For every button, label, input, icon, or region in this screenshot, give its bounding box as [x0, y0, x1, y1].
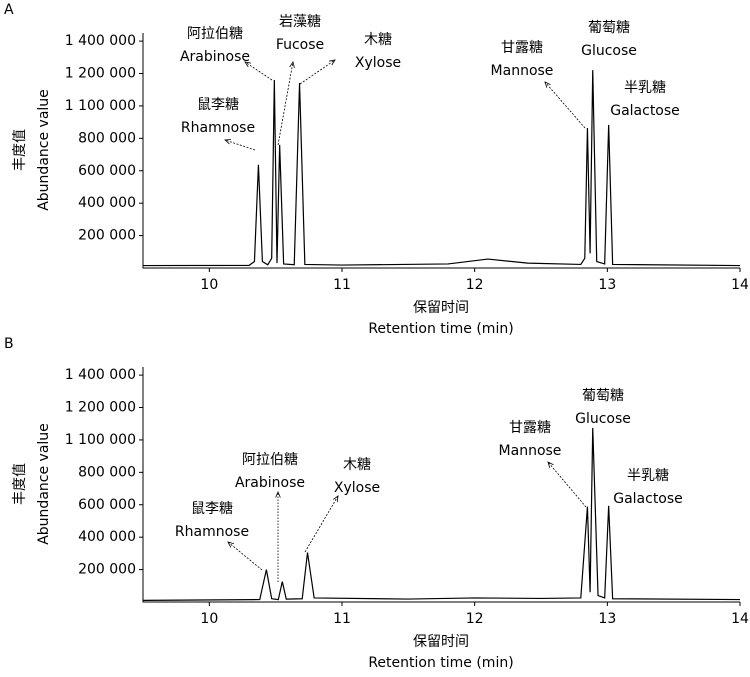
annotation-arrow [245, 62, 273, 81]
annotation-en: Glucose [575, 411, 631, 427]
x-tick-label: 11 [333, 611, 351, 627]
x-axis-label: Retention time (min) [368, 655, 513, 671]
y-tick-label: 1 100 000 [65, 98, 136, 114]
annotation-zh: 木糖 [343, 457, 371, 473]
x-tick-label: 13 [598, 611, 616, 627]
annotation-en: Xylose [355, 55, 401, 71]
x-axis-label: 保留时间 [413, 300, 469, 316]
annotation-en: Xylose [334, 480, 380, 496]
annotation-arrow [277, 62, 293, 146]
annotation-zh: 半乳糖 [627, 468, 669, 484]
annotation-arrow [228, 542, 263, 571]
x-tick-label: 13 [598, 277, 616, 293]
annotation-en: Fucose [276, 37, 324, 53]
annotation-zh: 岩藻糖 [279, 14, 321, 30]
x-tick-label: 10 [200, 277, 218, 293]
x-tick-label: 14 [731, 277, 749, 293]
x-tick-label: 11 [333, 277, 351, 293]
annotation-zh: 阿拉伯糖 [242, 452, 298, 468]
y-tick-label: 600 000 [78, 497, 136, 513]
annotation-zh: 葡萄糖 [588, 20, 630, 36]
annotation-en: Galactose [610, 103, 680, 119]
y-tick-label: 1 400 000 [65, 33, 136, 49]
y-tick-label: 200 000 [78, 228, 136, 244]
annotation-arrow [299, 60, 335, 85]
axis-line [142, 33, 740, 269]
annotation-zh: 甘露糖 [509, 420, 551, 436]
y-tick-label: 400 000 [78, 195, 136, 211]
y-tick-label: 800 000 [78, 464, 136, 480]
x-tick-label: 10 [200, 611, 218, 627]
y-tick-label: 400 000 [78, 529, 136, 545]
chromatogram-line [142, 70, 741, 267]
chromatogram-line [142, 427, 741, 601]
y-tick-label: 600 000 [78, 163, 136, 179]
y-tick-label: 1 200 000 [65, 400, 136, 416]
x-axis-label: Retention time (min) [368, 321, 513, 337]
annotation-en: Arabinose [180, 49, 250, 65]
y-axis-label: Abundance value [36, 423, 52, 545]
annotation-arrow [304, 496, 338, 553]
annotation-en: Rhamnose [175, 524, 249, 540]
panel-label: B [4, 336, 14, 352]
y-tick-label: 1 400 000 [65, 367, 136, 383]
annotation-zh: 阿拉伯糖 [187, 26, 243, 42]
annotation-zh: 木糖 [364, 32, 392, 48]
annotation-zh: 鼠李糖 [197, 97, 239, 113]
annotation-arrow [548, 462, 587, 508]
y-axis-label: 丰度值 [12, 463, 28, 505]
y-axis-label: 丰度值 [12, 129, 28, 171]
x-tick-label: 12 [466, 277, 484, 293]
annotation-zh: 半乳糖 [624, 80, 666, 96]
annotation-zh: 葡萄糖 [582, 388, 624, 404]
y-tick-label: 1 200 000 [65, 66, 136, 82]
annotation-en: Mannose [499, 443, 562, 459]
annotation-arrow [225, 140, 256, 151]
annotation-zh: 甘露糖 [501, 40, 543, 56]
annotation-en: Galactose [613, 491, 683, 507]
annotation-en: Mannose [491, 63, 554, 79]
annotation-en: Rhamnose [181, 120, 255, 136]
annotation-arrow [545, 82, 586, 129]
x-tick-label: 12 [466, 611, 484, 627]
annotation-en: Arabinose [235, 475, 305, 491]
annotation-en: Glucose [581, 43, 637, 59]
x-tick-label: 14 [731, 611, 749, 627]
y-tick-label: 1 100 000 [65, 432, 136, 448]
y-axis-label: Abundance value [36, 89, 52, 211]
x-axis-label: 保留时间 [413, 634, 469, 650]
annotation-zh: 鼠李糖 [191, 501, 233, 517]
axis-line [142, 367, 740, 603]
y-tick-label: 200 000 [78, 562, 136, 578]
y-tick-label: 800 000 [78, 130, 136, 146]
panel-label: A [4, 2, 14, 18]
